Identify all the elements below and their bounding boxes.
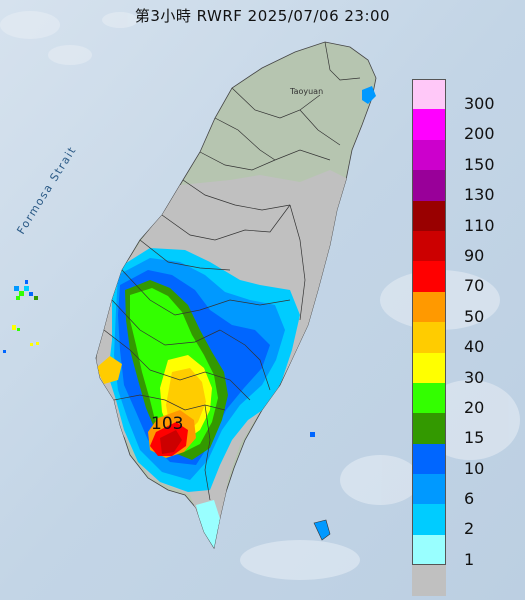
- legend-swatch: [412, 230, 446, 262]
- legend-label: 6: [464, 489, 475, 509]
- legend-label: 300: [464, 94, 495, 113]
- legend-label: 20: [464, 397, 485, 417]
- legend-label: 40: [464, 337, 485, 357]
- legend-label: 2: [464, 519, 475, 539]
- legend-label: 150: [464, 154, 495, 174]
- county-boundaries: [103, 41, 361, 501]
- legend-swatch: [412, 109, 446, 140]
- legend-swatch: [412, 139, 446, 171]
- legend-swatch: [412, 413, 446, 444]
- legend-label: 130: [464, 185, 495, 205]
- peak-value-label: 103: [151, 414, 184, 434]
- legend-swatch: [412, 79, 446, 110]
- legend-swatch: [412, 261, 446, 292]
- green-island: [310, 432, 315, 437]
- legend-swatch: [412, 352, 446, 383]
- legend-label: 15: [464, 428, 485, 448]
- legend-label: 90: [464, 245, 485, 265]
- legend-swatch: [412, 291, 446, 323]
- legend-label: 50: [464, 306, 485, 326]
- rain-coastal-spot: [96, 356, 122, 384]
- legend-label: 70: [464, 276, 485, 296]
- legend-label: 30: [464, 367, 485, 387]
- legend-swatch: [412, 322, 446, 353]
- map-title: 第3小時 RWRF 2025/07/06 23:00: [134, 7, 391, 25]
- legend-label: 10: [464, 458, 485, 478]
- legend-swatch: [412, 474, 446, 505]
- rain-90mm-area: [160, 430, 182, 454]
- legend-label: 200: [464, 124, 495, 144]
- rain-spot-northeast: [362, 86, 376, 104]
- orchid-island: [313, 519, 331, 541]
- penghu-islands: [3, 280, 39, 353]
- rain-2mm-south-tip: [196, 500, 222, 548]
- legend-swatch: [412, 382, 446, 414]
- legend-swatch: [412, 565, 446, 596]
- legend-label: 1: [464, 549, 475, 569]
- legend-label: 110: [464, 215, 495, 235]
- legend-swatch: [412, 443, 446, 475]
- legend-swatch: [412, 200, 446, 231]
- legend-swatch: [412, 170, 446, 201]
- legend-swatch: [412, 504, 446, 535]
- legend-swatch: [412, 534, 446, 566]
- city-label: Taoyuan: [290, 87, 324, 96]
